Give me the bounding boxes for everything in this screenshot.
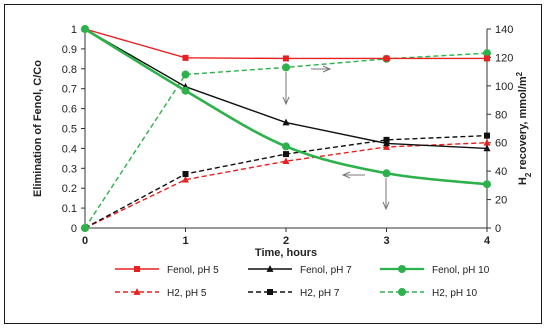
data-point (181, 70, 190, 79)
series-line (84, 28, 487, 60)
data-point (81, 25, 89, 33)
x-tick-label: 2 (283, 235, 289, 247)
chart-frame: 0 1 2 3 4 0 0.1 0.2 0.3 0.4 0.5 0.6 0.7 0.8 0.9 1 0 20 40 6… (4, 4, 542, 324)
data-point (382, 169, 391, 178)
legend-label: H2, pH 7 (300, 288, 340, 299)
data-point (383, 139, 390, 147)
down-arrow-upper (282, 72, 290, 106)
legend-swatch-marker (398, 288, 406, 296)
y-left-tick-label: 0.1 (62, 203, 77, 215)
y-left-tick-label: 0.2 (62, 183, 77, 195)
data-point (283, 55, 289, 62)
y-left-tick-label: 0.4 (62, 143, 77, 155)
data-point (282, 63, 290, 72)
down-arrow-lower (382, 178, 390, 211)
y-right-tick-label: 60 (495, 138, 507, 150)
legend-swatch-marker (398, 265, 406, 273)
x-tick-label: 3 (383, 235, 389, 247)
y-right-title-sup: 2 (515, 71, 524, 76)
data-point (483, 180, 491, 189)
data-point (484, 132, 490, 139)
legend-swatch-marker (133, 288, 141, 295)
legend-item: H2, pH 5 (115, 288, 207, 299)
x-tick-label: 1 (182, 235, 188, 247)
legend-item: Fenol, pH 7 (248, 265, 352, 276)
data-point (483, 138, 491, 146)
y-axis-right-title: H2 recovery, mmol/m2 (515, 71, 533, 185)
data-point (282, 157, 290, 165)
x-tick-label: 0 (82, 235, 88, 247)
y-left-tick-label: 0.6 (62, 104, 77, 116)
y-right-title-sub: 2 (524, 172, 533, 177)
legend-label: Fenol, pH 10 (432, 265, 490, 276)
legend-item: Fenol, pH 5 (115, 265, 219, 276)
data-point (283, 151, 289, 158)
series-fenol-ph-10 (81, 25, 491, 189)
x-tick-label: 4 (484, 235, 491, 247)
data-point (182, 54, 189, 61)
data-point (383, 143, 390, 150)
data-point (182, 175, 189, 183)
x-axis-title: Time, hours (255, 247, 317, 259)
legend-swatch-marker (134, 266, 140, 272)
right-axis-arrow (311, 65, 332, 73)
data-point (282, 118, 290, 126)
y-right-tick-label: 0 (495, 223, 501, 235)
legend-label: H2, pH 10 (432, 288, 477, 299)
left-axis-arrow (341, 171, 365, 179)
data-point (282, 142, 290, 151)
axes-layer: 0 1 2 3 400.10.20.30.40.50.60.70.80.91020406… (62, 24, 514, 247)
data-point (483, 49, 491, 58)
data-point (383, 55, 390, 62)
legend-swatch-marker (267, 289, 273, 295)
legend-label: Fenol, pH 7 (300, 265, 352, 276)
legend-label: H2, pH 5 (167, 288, 207, 299)
y-right-tick-label: 140 (495, 24, 513, 36)
legend-item: H2, pH 10 (380, 288, 477, 299)
y-right-tick-label: 80 (495, 109, 507, 121)
series-layer (81, 25, 491, 232)
legend: Fenol, pH 5 Fenol, pH 7 Fenol, pH 10 H2, pH… (115, 265, 490, 299)
chart-svg: 0 1 2 3 400.10.20.30.40.50.60.70.80.91020406… (32, 24, 533, 299)
y-left-tick-label: 0.8 (62, 64, 77, 76)
data-point (182, 170, 189, 177)
y-left-tick-label: 1 (71, 24, 77, 36)
annotation-layer (282, 65, 390, 211)
y-right-tick-label: 40 (495, 166, 507, 178)
y-left-tick-label: 0.9 (62, 44, 77, 56)
legend-label: Fenol, pH 5 (167, 265, 219, 276)
y-right-title-main: recovery, mmol/m (517, 76, 529, 173)
legend-swatch-marker (266, 265, 274, 272)
y-left-tick-label: 0.7 (62, 84, 77, 96)
data-point (484, 55, 490, 62)
y-left-tick-label: 0.5 (62, 124, 77, 136)
y-right-tick-label: 120 (495, 52, 513, 64)
legend-item: Fenol, pH 10 (380, 265, 490, 276)
data-point (81, 224, 89, 232)
y-axis-left-title: Elimination of Fenol, C/Co (32, 60, 44, 197)
y-right-tick-label: 20 (495, 195, 507, 207)
y-left-tick-label: 0.3 (62, 163, 77, 175)
data-point (483, 144, 491, 152)
legend-item: H2, pH 7 (248, 288, 340, 299)
y-right-title-h: H (517, 177, 529, 185)
y-left-tick-label: 0 (71, 223, 77, 235)
data-point (181, 86, 190, 95)
y-right-tick-label: 100 (495, 81, 513, 93)
